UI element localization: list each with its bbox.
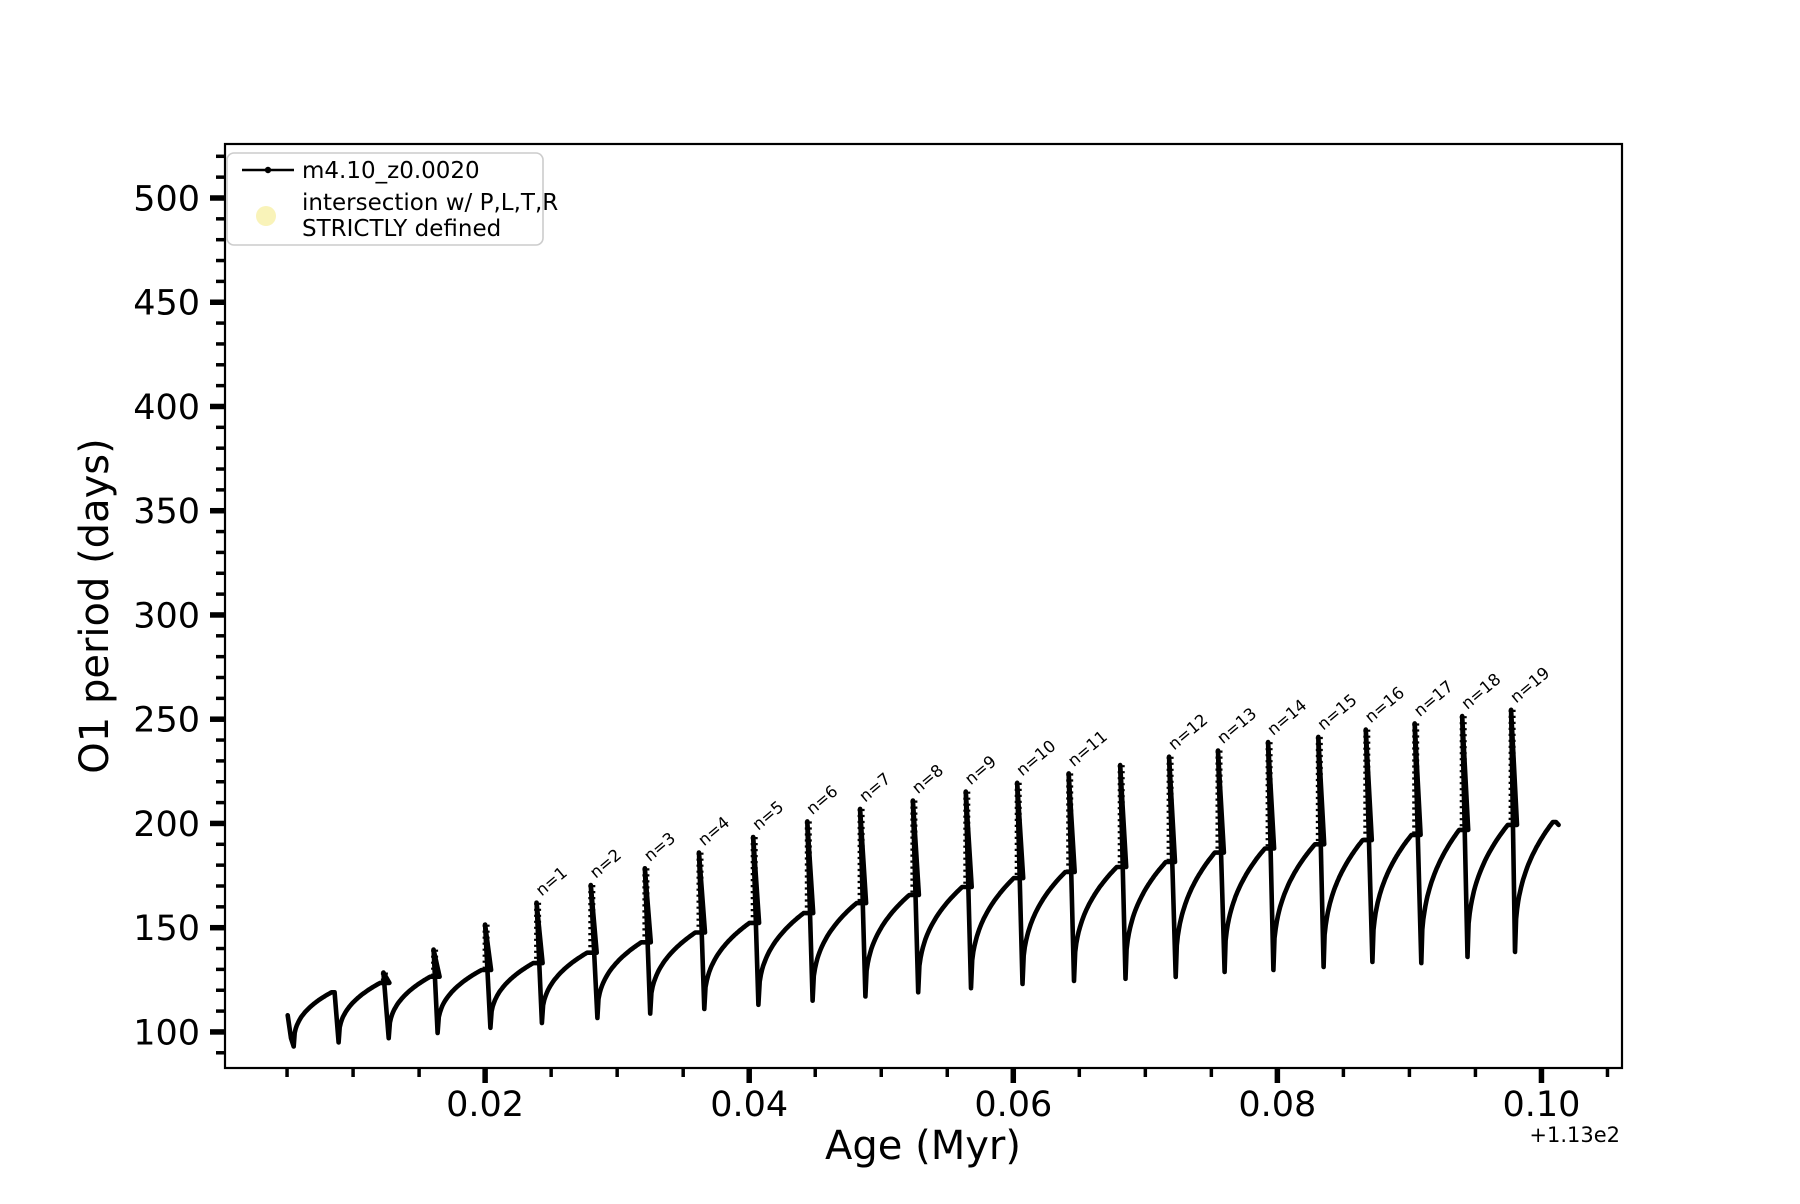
- axis-tick-labels: 0.02 0.04 0.06 0.08 0.10 100 150 200 250 300 350 40…: [133, 179, 1580, 1125]
- y-axis-label: O1 period (days): [72, 438, 118, 773]
- x-axis-label: Age (Myr): [825, 1123, 1021, 1169]
- plot-spines: [223, 142, 1624, 1070]
- plot-area: [225, 144, 1622, 1068]
- y-tick-label: 250: [133, 701, 200, 741]
- legend-label-intersection-line1: intersection w/ P,L,T,R: [302, 190, 558, 216]
- y-tick-label: 150: [133, 909, 200, 949]
- x-tick-label: 0.08: [1238, 1085, 1316, 1125]
- y-tick-label: 450: [133, 284, 200, 324]
- legend-label-series: m4.10_z0.0020: [302, 158, 480, 184]
- x-tick-label: 0.06: [974, 1085, 1052, 1125]
- x-tick-label: 0.02: [446, 1085, 524, 1125]
- y-tick-label: 400: [133, 388, 200, 428]
- series-line: [285, 707, 1561, 1049]
- legend-frame: [226, 152, 544, 246]
- y-tick-label: 100: [133, 1013, 200, 1053]
- x-tick-label: 0.10: [1502, 1085, 1580, 1125]
- y-tick-label: 300: [133, 596, 200, 636]
- series-path: [285, 707, 1561, 1049]
- x-axis-offset-label: +1.13e2: [1529, 1123, 1620, 1147]
- legend-intersection-marker-icon: [256, 206, 276, 226]
- x-tick-label: 0.04: [710, 1085, 788, 1125]
- legend-label-intersection-line2: STRICTLY defined: [302, 216, 501, 242]
- y-tick-label: 350: [133, 492, 200, 532]
- legend-line-marker-dot: [264, 166, 272, 174]
- axis-ticks: [210, 154, 1610, 1083]
- y-tick-label: 200: [133, 805, 200, 845]
- y-tick-label: 500: [133, 179, 200, 219]
- legend: m4.10_z0.0020 intersection w/ P,L,T,R ST…: [226, 152, 558, 246]
